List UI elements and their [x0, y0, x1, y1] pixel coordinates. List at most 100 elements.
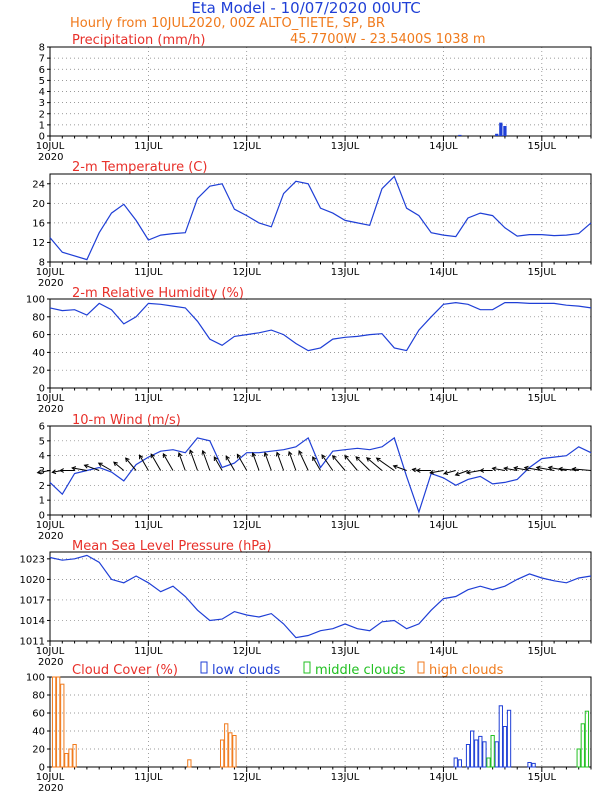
precipitation-title: Precipitation (mm/h) — [72, 33, 205, 48]
precipitation-bar — [495, 133, 499, 136]
wind-arrow — [524, 466, 542, 471]
x-tick-label: 14JUL — [429, 520, 458, 531]
wind-arrow-head — [392, 464, 398, 470]
x-tick-label: 10JUL — [36, 267, 65, 278]
wind-series-line — [49, 436, 592, 514]
wind-arrow — [202, 450, 211, 471]
wind-arrow — [225, 455, 235, 471]
wind-arrow-head — [150, 453, 155, 459]
cloud-bar-high — [224, 723, 229, 768]
x-tick-label: 11JUL — [134, 267, 163, 278]
chart-title: Eta Model - 10/07/2020 00UTC — [191, 0, 420, 17]
cloud-bar-low — [531, 762, 536, 768]
wind-arrow-head — [201, 449, 207, 455]
wind-arrow — [548, 466, 567, 471]
x-tick-label: 12JUL — [232, 520, 261, 531]
x-tick-label: 15JUL — [528, 520, 557, 531]
humidity-frame — [49, 298, 592, 389]
wind-arrow-head — [236, 453, 242, 459]
location-header: 45.7700W - 23.5400S 1038 m — [290, 32, 486, 47]
y-tick-label: 20 — [32, 199, 45, 210]
y-tick-label: 80 — [32, 691, 45, 702]
wind-arrow-head — [443, 470, 449, 475]
y-tick-label: 24 — [32, 179, 45, 190]
y-tick-label: 5 — [39, 436, 45, 447]
precipitation-bar — [499, 122, 503, 136]
cloud-bar-high — [228, 732, 233, 768]
cloud-bar-low — [465, 744, 471, 768]
y-tick-label: 100 — [26, 295, 45, 306]
cloud-bar-high — [72, 744, 77, 768]
y-tick-label: 2 — [39, 109, 45, 120]
wind-arrow-head — [321, 454, 326, 460]
x-tick-label: 14JUL — [429, 267, 458, 278]
x-year-label: 2020 — [38, 152, 63, 163]
wind-arrow-head — [523, 465, 529, 471]
humidity-series-line — [49, 301, 592, 352]
wind-arrow-head — [355, 456, 361, 461]
wind-arrow — [150, 453, 162, 471]
wind-arrow — [393, 465, 407, 471]
y-tick-label: 0 — [39, 763, 45, 774]
wind-arrow — [298, 450, 309, 471]
wind-arrow-head — [51, 469, 57, 475]
cloud-bar-high — [60, 683, 65, 768]
wind-arrow-head — [547, 465, 553, 471]
cloud-bar-high — [219, 739, 225, 768]
wind-arrow-head — [298, 449, 303, 455]
y-tick-label: 1017 — [20, 595, 45, 606]
x-tick-label: 14JUL — [429, 393, 458, 404]
wind-arrow-head — [332, 455, 337, 460]
y-tick-label: 3 — [39, 98, 45, 109]
wind-arrow-head — [83, 464, 89, 469]
y-tick-label: 8 — [39, 43, 45, 54]
wind-arrow-head — [275, 451, 281, 457]
x-tick-label: 15JUL — [528, 393, 557, 404]
legend-low-swatch — [200, 661, 208, 674]
legend-high-swatch — [417, 661, 425, 674]
wind-arrow-head — [429, 469, 435, 475]
wind-arrow-head — [365, 457, 371, 462]
cloud-bar-low — [474, 739, 479, 768]
humidity-title: 2-m Relative Humidity (%) — [72, 286, 244, 301]
x-tick-label: 14JUL — [429, 772, 458, 783]
wind-arrow — [252, 452, 260, 471]
legend-low-label: low clouds — [212, 663, 281, 678]
x-tick-label: 14JUL — [429, 646, 458, 657]
wind-arrow-head — [213, 456, 219, 462]
wind-arrow — [430, 470, 444, 474]
x-tick-label: 11JUL — [134, 520, 163, 531]
temperature-frame — [49, 173, 592, 263]
cloud-bar-low — [494, 741, 499, 768]
y-tick-label: 12 — [32, 238, 45, 249]
wind-arrow-head — [411, 467, 417, 473]
y-tick-label: 6 — [39, 422, 45, 433]
cloud-bar-high — [187, 759, 192, 768]
y-tick-label: 1023 — [20, 554, 45, 565]
x-tick-label: 10JUL — [36, 141, 65, 152]
wind-arrow-head — [344, 454, 349, 460]
wind-arrow — [444, 470, 456, 475]
temperature-panel: 2-m Temperature (C) 8 12 16 20 24 10JUL2020 11… — [32, 160, 592, 289]
wind-arrow — [276, 452, 285, 471]
x-tick-label: 11JUL — [134, 772, 163, 783]
x-year-label: 2020 — [38, 531, 63, 542]
cloud-bar-middle — [490, 735, 495, 768]
y-tick-label: 20 — [32, 745, 45, 756]
precipitation-bar — [503, 125, 507, 136]
wind-arrow-head — [263, 451, 269, 457]
cloud-legend: low clouds middle clouds high clouds — [200, 661, 504, 678]
legend-high-label: high clouds — [429, 663, 504, 678]
wind-arrow-head — [479, 468, 485, 473]
pressure-series-line — [49, 554, 592, 639]
legend-middle-label: middle clouds — [315, 663, 406, 678]
cloud-bar-middle — [576, 748, 581, 768]
wind-arrow — [178, 452, 186, 471]
wind-arrow-head — [138, 454, 144, 460]
wind-arrow — [84, 464, 100, 471]
wind-title: 10-m Wind (m/s) — [72, 413, 181, 428]
wind-arrow-head — [125, 457, 130, 463]
y-tick-label: 4 — [39, 87, 45, 98]
